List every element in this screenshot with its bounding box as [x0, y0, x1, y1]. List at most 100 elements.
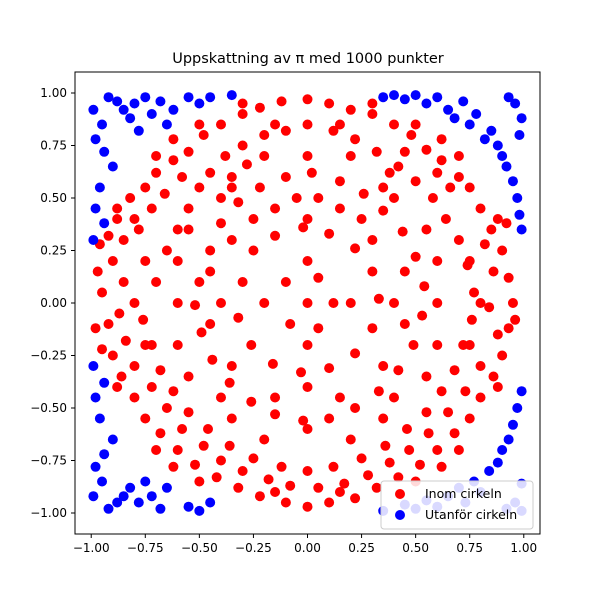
scatter-point	[492, 457, 503, 468]
scatter-point	[168, 104, 179, 115]
scatter-point	[384, 457, 395, 468]
scatter-point	[226, 90, 237, 101]
scatter-point	[296, 367, 307, 378]
x-tick-label: 0.25	[348, 541, 375, 555]
scatter-point	[389, 298, 400, 308]
legend: Inom cirkeln Utanför cirkeln	[380, 480, 534, 530]
scatter-point	[270, 392, 281, 403]
scatter-point	[172, 445, 183, 455]
scatter-point	[393, 365, 404, 376]
scatter-point	[116, 371, 127, 382]
scatter-point	[302, 424, 313, 434]
scatter-point	[259, 298, 270, 308]
scatter-point	[120, 335, 131, 346]
scatter-point	[270, 230, 281, 241]
scatter-point	[378, 361, 389, 371]
scatter-point	[479, 134, 490, 145]
scatter-point	[224, 440, 235, 451]
scatter-point	[276, 461, 287, 472]
scatter-point	[140, 476, 151, 487]
scatter-point	[129, 392, 140, 403]
scatter-point	[503, 272, 514, 283]
scatter-point	[205, 167, 216, 178]
scatter-point	[112, 96, 123, 107]
series-inside-circle	[90, 94, 521, 512]
scatter-point	[475, 392, 486, 403]
scatter-point	[112, 382, 123, 392]
legend-marker-outside	[395, 510, 405, 520]
scatter-point	[254, 102, 265, 113]
scatter-point	[177, 172, 188, 182]
scatter-point	[280, 172, 291, 182]
scatter-point	[378, 413, 389, 424]
scatter-point	[254, 182, 265, 193]
scatter-point	[97, 344, 108, 355]
scatter-point	[404, 445, 415, 455]
scatter-point	[453, 235, 464, 245]
scatter-point	[324, 98, 335, 109]
scatter-point	[237, 466, 248, 476]
scatter-point	[484, 466, 495, 476]
scatter-point	[215, 193, 226, 203]
scatter-point	[399, 94, 410, 105]
scatter-point	[270, 409, 281, 420]
scatter-point	[302, 119, 313, 130]
scatter-point	[334, 203, 345, 214]
scatter-point	[118, 491, 129, 502]
x-tick-label: −0.75	[127, 541, 164, 555]
scatter-point	[324, 413, 335, 424]
scatter-point	[484, 302, 495, 313]
scatter-point	[367, 98, 378, 109]
scatter-point	[334, 392, 345, 403]
scatter-point	[302, 151, 313, 161]
scatter-point	[125, 482, 136, 493]
scatter-point	[226, 413, 237, 424]
scatter-point	[99, 449, 110, 460]
scatter-point	[285, 319, 296, 329]
scatter-point	[151, 151, 162, 161]
scatter-point	[254, 491, 265, 502]
scatter-point	[107, 161, 118, 172]
scatter-point	[503, 92, 514, 103]
scatter-point	[401, 424, 412, 434]
scatter-point	[488, 371, 499, 382]
scatter-point	[488, 266, 499, 277]
scatter-point	[129, 98, 140, 109]
scatter-point	[172, 340, 183, 350]
scatter-point	[103, 230, 114, 241]
scatter-point	[88, 235, 99, 245]
scatter-point	[471, 109, 482, 119]
scatter-point	[94, 182, 105, 193]
scatter-point	[399, 266, 410, 277]
scatter-point	[168, 155, 179, 166]
scatter-point	[233, 312, 244, 323]
scatter-point	[334, 487, 345, 497]
y-tick-label: −0.75	[30, 454, 67, 468]
scatter-point	[88, 491, 99, 502]
scatter-point	[246, 396, 257, 407]
scatter-point	[161, 119, 172, 130]
scatter-point	[280, 497, 291, 508]
scatter-point	[324, 363, 335, 374]
scatter-point	[492, 329, 503, 340]
scatter-point	[432, 167, 443, 178]
scatter-point	[302, 466, 313, 476]
scatter-point	[205, 497, 216, 508]
x-tick-label: 0.50	[402, 541, 429, 555]
scatter-point	[276, 96, 287, 107]
scatter-point	[475, 203, 486, 214]
scatter-point	[194, 119, 205, 130]
scatter-point	[302, 94, 313, 105]
scatter-point	[486, 125, 497, 136]
scatter-point	[469, 287, 480, 298]
scatter-point	[479, 239, 490, 250]
scatter-point	[285, 480, 296, 491]
scatter-point	[503, 434, 514, 445]
scatter-point	[298, 415, 309, 426]
x-tick-label: 0.75	[456, 541, 483, 555]
scatter-point	[151, 277, 162, 287]
scatter-point	[399, 146, 410, 157]
scatter-point	[226, 182, 237, 193]
scatter-point	[421, 144, 432, 155]
